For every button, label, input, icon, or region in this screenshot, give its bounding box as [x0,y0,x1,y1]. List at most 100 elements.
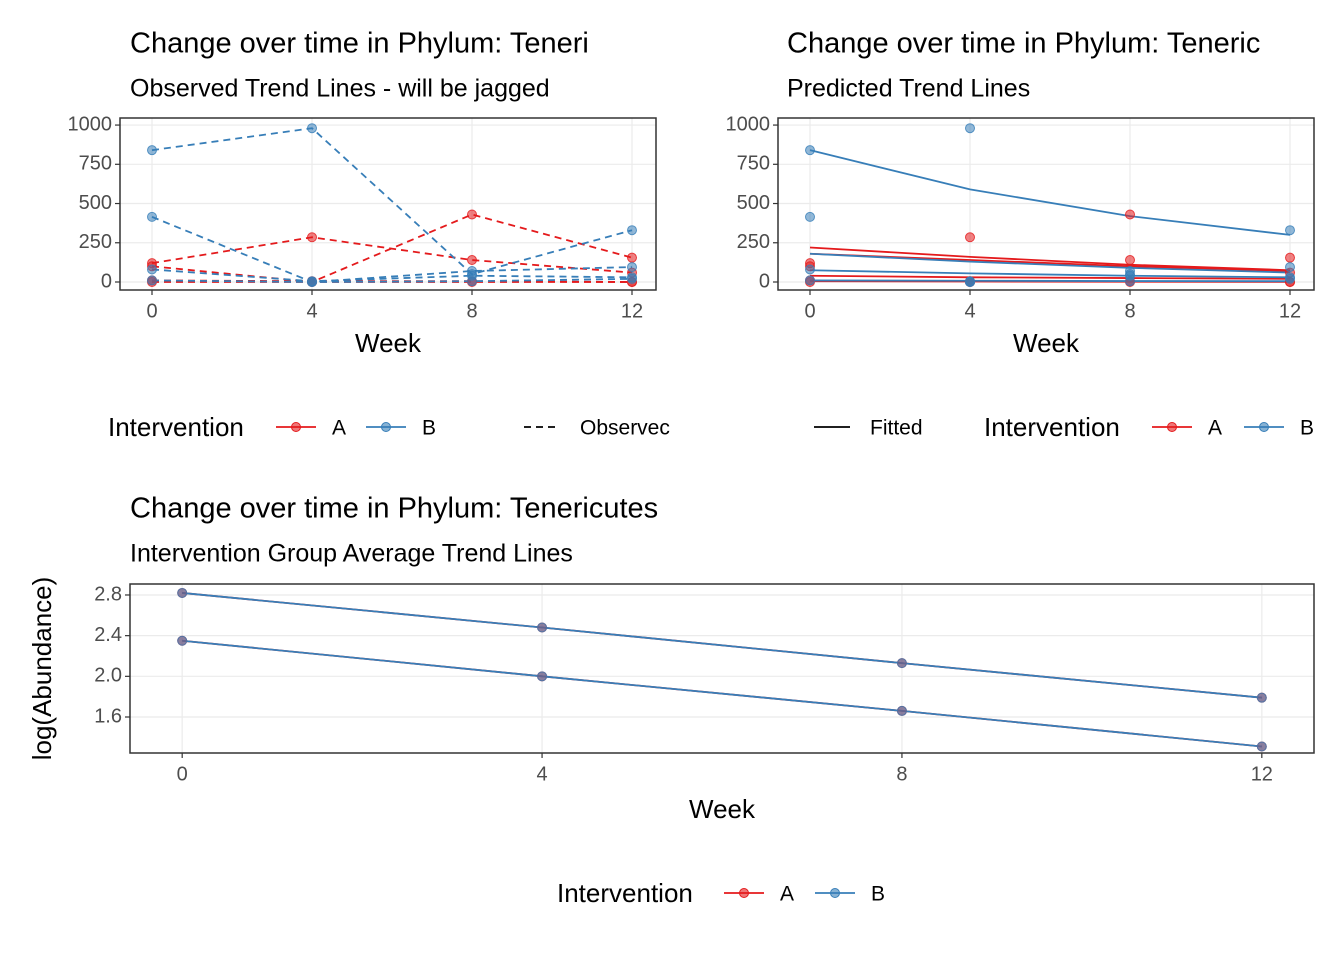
chart-subtitle: Intervention Group Average Trend Lines [130,540,573,568]
fitted-line [809,274,1291,280]
data-point [147,211,157,222]
data-point [1285,262,1295,273]
data-point [177,635,188,646]
y-tick-label: 250 [79,231,112,253]
legend-key [381,422,391,432]
x-tick-label: 8 [1124,300,1135,322]
panel-border [119,117,657,291]
data-point [307,276,317,287]
data-point [1285,273,1295,284]
data-point [1285,225,1295,236]
data-point [627,273,637,284]
data-point [147,275,157,286]
data-point [1125,209,1135,220]
data-point [467,255,477,266]
trend-line [151,127,633,276]
legend-label: Fitted [870,417,923,440]
y-tick-label: 500 [737,192,770,214]
x-tick-label: 4 [964,300,975,322]
panel: Change over time in Phylum: Tenericutes I… [27,493,1315,824]
chart-title: Change over time in Phylum: Teneri [130,28,589,60]
fitted-line [809,279,1291,283]
trend-line [182,592,1262,699]
data-point [177,587,188,598]
chart-subtitle: Observed Trend Lines - will be jagged [130,75,550,103]
plot-area [805,123,1295,287]
data-point [537,622,548,633]
data-point [1256,741,1267,752]
legend-label: B [1300,417,1314,440]
y-tick-label: 0 [101,270,112,292]
x-tick-label: 4 [306,300,317,322]
fitted-line [809,269,1291,279]
trend-line [151,236,633,274]
legend-label: B [871,883,885,906]
trend-line [151,277,633,283]
data-point [147,264,157,275]
x-tick-label: 8 [466,300,477,322]
panel-border [777,117,1315,291]
data-point [147,145,157,156]
legend: Intervention A B Fitted [814,412,1314,442]
legend: Intervention A B [557,878,885,908]
chart-subtitle: Predicted Trend Lines [787,75,1030,103]
panel-border [129,583,1315,754]
legend-title: Intervention [557,878,693,908]
legend-key [830,888,840,898]
x-tick-label: 0 [146,300,157,322]
y-tick-label: 2.4 [94,624,122,646]
y-tick-label: 750 [79,153,112,175]
data-point [965,232,975,243]
legend: Intervention A B Observec [108,412,670,442]
data-point [307,232,317,243]
x-tick-label: 0 [177,763,188,785]
fitted-line [809,149,1291,236]
data-point [896,705,907,716]
y-tick-label: 1000 [68,113,113,135]
plot-area [177,587,1267,752]
data-point [1125,255,1135,266]
data-point [1285,252,1295,263]
plot-area [147,123,637,287]
legend-key [739,888,749,898]
chart-title: Change over time in Phylum: Teneric [787,28,1260,60]
data-point [1125,276,1135,287]
legend-label: A [332,417,346,440]
legend-label: Observec [580,417,670,440]
trend-line [182,639,1262,748]
data-point [627,252,637,263]
y-tick-label: 1000 [726,113,771,135]
legend-key [1259,422,1269,432]
x-axis-title: Week [355,328,422,358]
fitted-line [809,252,1291,272]
y-tick-label: 0 [759,270,770,292]
legend-key [1167,422,1177,432]
fitted-line [809,252,1291,274]
data-point [805,264,815,275]
data-point [627,262,637,273]
data-point [627,225,637,236]
x-tick-label: 0 [804,300,815,322]
trend-line [151,216,633,283]
data-point [965,276,975,287]
x-tick-label: 12 [1251,763,1273,785]
panel: Change over time in Phylum: Teneric Predi… [726,28,1315,358]
legend-title: Intervention [984,412,1120,442]
y-tick-label: 250 [737,231,770,253]
legend-key [291,422,301,432]
x-tick-label: 12 [621,300,643,322]
x-tick-label: 4 [536,763,547,785]
y-tick-label: 750 [737,153,770,175]
y-tick-label: 2.0 [94,665,122,687]
chart-title: Change over time in Phylum: Tenericutes [130,493,658,525]
y-axis-title: log(Abundance) [27,577,57,761]
data-point [307,123,317,134]
legend-label: A [780,883,794,906]
legend-label: B [422,417,436,440]
data-point [965,123,975,134]
legend-title: Intervention [108,412,244,442]
data-point [896,658,907,669]
fitted-line [809,246,1291,272]
x-tick-label: 12 [1279,300,1301,322]
